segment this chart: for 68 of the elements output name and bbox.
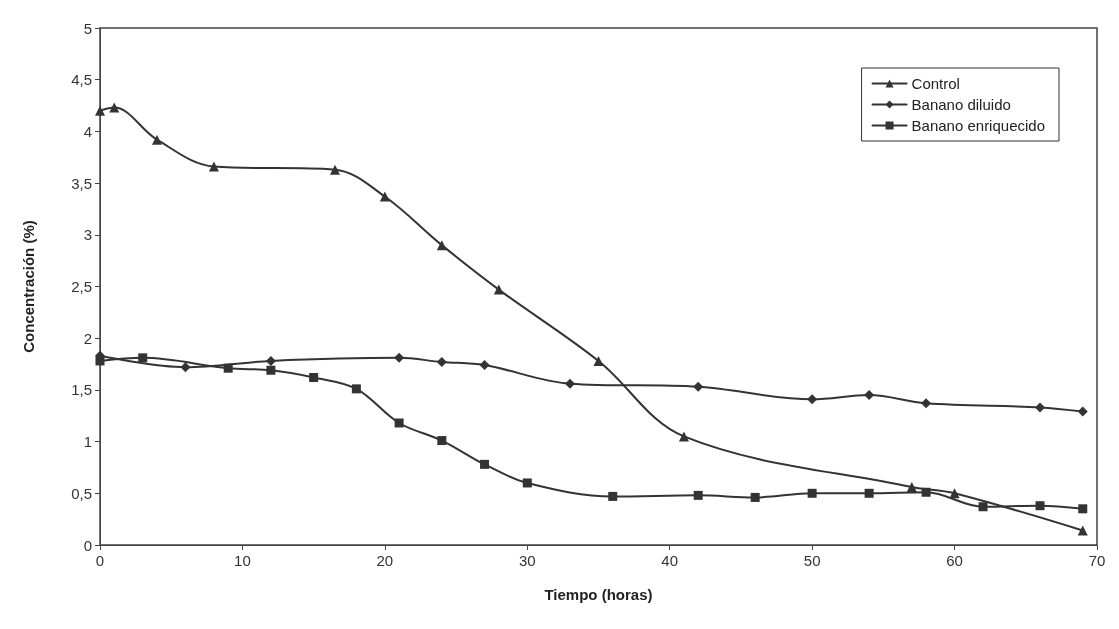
point <box>921 487 931 497</box>
point <box>864 390 875 401</box>
point <box>180 362 191 373</box>
x-axis-title: Tiempo (horas) <box>544 586 653 603</box>
point <box>565 378 576 389</box>
point <box>921 398 932 409</box>
point <box>1078 504 1088 514</box>
point <box>95 105 105 116</box>
point <box>678 431 689 442</box>
y-tick-label: 3,5 <box>71 174 92 192</box>
point <box>949 488 960 499</box>
point <box>1077 406 1088 417</box>
point <box>864 488 874 498</box>
point <box>693 381 704 392</box>
y-axis-title: Concentración (%) <box>20 220 37 353</box>
point <box>208 161 219 172</box>
y-tick-label: 4,5 <box>71 71 92 89</box>
point <box>309 372 319 382</box>
point <box>479 360 490 371</box>
x-tick-label: 50 <box>803 552 821 569</box>
point <box>1035 402 1046 413</box>
y-tick-label: 5 <box>83 19 92 37</box>
legend-label: Control <box>911 75 960 92</box>
legend-label: Banano enriquecido <box>911 117 1046 134</box>
point <box>266 365 276 375</box>
point <box>807 394 818 405</box>
y-tick-label: 0,5 <box>71 484 92 502</box>
point <box>436 240 447 251</box>
x-tick-label: 10 <box>234 552 251 569</box>
point <box>330 164 341 175</box>
y-tick-label: 2 <box>83 329 92 347</box>
point <box>95 356 105 366</box>
point <box>978 502 988 512</box>
point <box>379 191 390 202</box>
point <box>807 488 817 498</box>
point <box>522 478 532 488</box>
y-tick-label: 1,5 <box>71 381 92 399</box>
legend-label: Banano diluido <box>911 96 1011 113</box>
point <box>437 436 447 446</box>
y-tick-label: 0 <box>83 536 92 554</box>
point <box>223 363 233 373</box>
point <box>394 352 405 363</box>
y-tick-label: 1 <box>83 433 92 451</box>
y-tick-label: 4 <box>83 122 92 140</box>
point <box>109 102 120 113</box>
y-tick-label: 3 <box>83 226 92 244</box>
point <box>151 134 162 145</box>
point <box>906 482 917 493</box>
point <box>608 491 618 501</box>
point <box>493 284 504 295</box>
point <box>1035 501 1045 511</box>
point <box>1077 525 1088 536</box>
x-tick-label: 70 <box>1088 552 1106 569</box>
point <box>265 355 276 366</box>
y-tick-label: 2,5 <box>71 278 92 295</box>
x-tick-label: 30 <box>518 552 536 569</box>
point <box>436 356 447 367</box>
point <box>750 492 760 502</box>
point <box>394 418 404 428</box>
x-tick-label: 40 <box>661 552 679 569</box>
point <box>693 490 703 500</box>
point <box>351 384 361 394</box>
x-tick-label: 0 <box>95 552 105 569</box>
x-tick-label: 20 <box>376 552 394 569</box>
point <box>593 355 604 366</box>
point <box>480 459 490 469</box>
x-tick-label: 60 <box>946 552 963 569</box>
point <box>138 353 148 363</box>
